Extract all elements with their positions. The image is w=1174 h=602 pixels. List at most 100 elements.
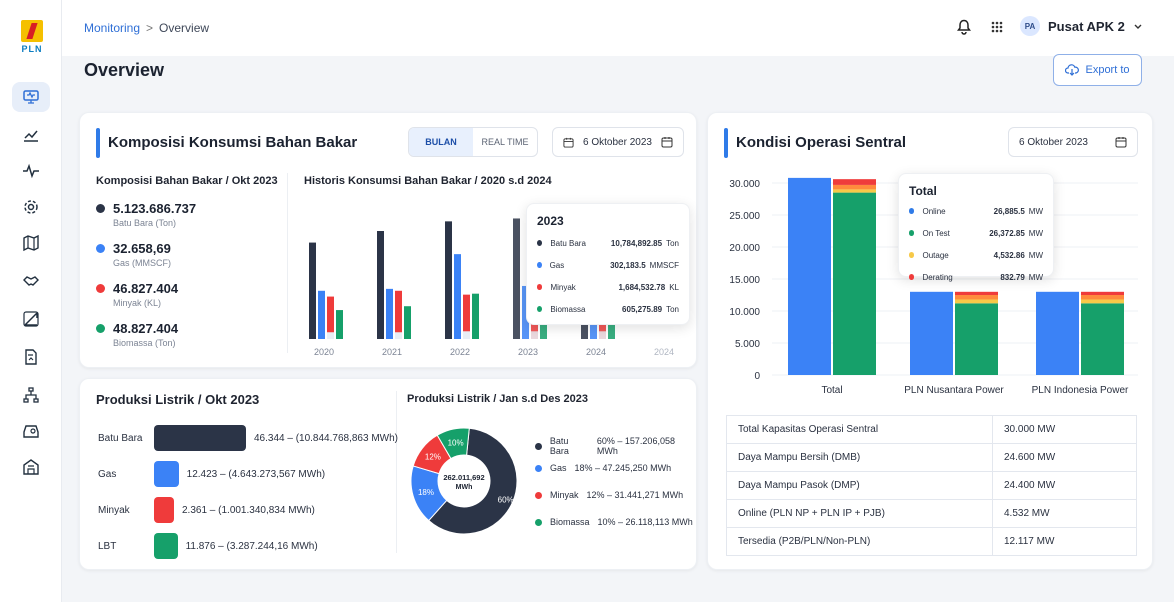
bar-online[interactable] xyxy=(1081,303,1124,375)
y-tick-label: 25.000 xyxy=(729,211,760,222)
bar-outage[interactable] xyxy=(955,295,998,300)
donut-slice-biomassa[interactable] xyxy=(436,427,470,460)
bar-on-test[interactable] xyxy=(1081,299,1124,304)
bar-biomassa[interactable] xyxy=(599,331,606,339)
bar-outage[interactable] xyxy=(833,184,876,190)
sidebar-item-gear[interactable] xyxy=(12,192,50,222)
bar-on-test[interactable] xyxy=(955,299,998,304)
bar-biomassa2[interactable] xyxy=(540,319,547,339)
produksi-bar[interactable] xyxy=(154,533,178,559)
bar-batu-bara[interactable] xyxy=(377,231,384,339)
sidebar-item-report[interactable] xyxy=(12,342,50,372)
y-tick-label: 10.000 xyxy=(729,307,760,318)
donut-legend-item: Batu Bara 60% – 157.206,058 MWh xyxy=(535,436,696,456)
sidebar: PLN xyxy=(0,0,62,602)
produksi-bar-row: LBT 11.876 – (3.287.244,16 MWh) xyxy=(98,533,318,559)
bar-capacity[interactable] xyxy=(1036,291,1079,375)
donut-legend-item: Minyak 12% – 31.441,271 MWh xyxy=(535,490,683,500)
bar-gas[interactable] xyxy=(454,254,461,339)
bar-minyak[interactable] xyxy=(599,314,606,339)
legend-dot xyxy=(96,244,105,253)
produksi-bar-label: Minyak xyxy=(98,504,130,516)
produksi-bar[interactable] xyxy=(154,497,174,523)
bar-biomassa[interactable] xyxy=(395,332,402,339)
legend-dot xyxy=(537,240,543,246)
bar-biomassa[interactable] xyxy=(327,332,334,339)
bar-biomassa2[interactable] xyxy=(336,310,343,339)
cloud-download-icon xyxy=(1065,64,1080,76)
tooltip-row-name: Minyak xyxy=(550,282,576,292)
toggle-bulan[interactable]: BULAN xyxy=(409,128,473,156)
sidebar-item-building[interactable] xyxy=(12,452,50,482)
donut-center-unit: MWh xyxy=(456,484,473,491)
legend-value: 18% – 47.245,250 MWh xyxy=(574,463,672,473)
bar-gas[interactable] xyxy=(386,288,393,339)
table-cell-label: Tersedia (P2B/PLN/Non-PLN) xyxy=(726,527,993,556)
bar-capacity[interactable] xyxy=(788,177,831,375)
legend-dot xyxy=(909,230,915,236)
bar-outage[interactable] xyxy=(1081,295,1124,300)
sidebar-item-hierarchy[interactable] xyxy=(12,380,50,410)
kpi-label: Batu Bara (Ton) xyxy=(113,218,177,228)
sidebar-item-map[interactable] xyxy=(12,228,50,258)
tooltip-row-unit: MW xyxy=(1028,272,1043,282)
bar-derating[interactable] xyxy=(833,179,876,185)
bar-batu-bara[interactable] xyxy=(445,221,452,339)
kondisi-date-picker[interactable]: 6 Oktober 2023 xyxy=(1008,127,1138,157)
bar-online[interactable] xyxy=(955,303,998,375)
bar-derating[interactable] xyxy=(955,291,998,295)
pln-logo[interactable]: PLN xyxy=(20,20,44,54)
bar-biomassa[interactable] xyxy=(531,331,538,339)
bar-biomassa2[interactable] xyxy=(404,306,411,339)
apps-grid-icon[interactable] xyxy=(988,18,1006,36)
tooltip-row-value: 26,885.5 xyxy=(993,206,1025,216)
produksi-right-title: Produksi Listrik / Jan s.d Des 2023 xyxy=(407,393,588,405)
user-name: Pusat APK 2 xyxy=(1048,18,1125,34)
bar-biomassa2[interactable] xyxy=(472,293,479,339)
komposisi-date-picker[interactable]: 6 Oktober 2023 xyxy=(552,127,684,157)
bar-gas[interactable] xyxy=(522,285,529,339)
donut-legend-item: Gas 18% – 47.245,250 MWh xyxy=(535,463,671,473)
bar-gas[interactable] xyxy=(590,319,597,339)
breadcrumb-monitoring-link[interactable]: Monitoring xyxy=(84,21,141,35)
sidebar-item-handshake[interactable] xyxy=(12,266,50,296)
tooltip-row-name: On Test xyxy=(922,228,950,238)
table-cell-value: 24.600 MW xyxy=(992,443,1137,472)
produksi-bar[interactable] xyxy=(154,461,179,487)
sidebar-item-inbox-search[interactable] xyxy=(12,416,50,446)
tooltip-row: Minyak 1,684,532.78 KL xyxy=(537,276,679,298)
bar-on-test[interactable] xyxy=(833,189,876,193)
user-menu[interactable]: PA Pusat APK 2 xyxy=(1020,16,1143,36)
sidebar-item-trend-chart[interactable] xyxy=(12,120,50,150)
sidebar-item-pulse[interactable] xyxy=(12,156,50,186)
bar-capacity[interactable] xyxy=(910,291,953,375)
map-icon xyxy=(23,234,39,252)
tooltip-row-unit: MMSCF xyxy=(649,260,679,270)
legend-dot xyxy=(537,306,543,312)
tooltip-row: Batu Bara 10,784,892.85 Ton xyxy=(537,232,679,254)
bar-batu-bara[interactable] xyxy=(309,242,316,339)
bar-online[interactable] xyxy=(833,192,876,375)
x-tick-label: Total xyxy=(821,385,842,396)
table-cell-label: Daya Mampu Bersih (DMB) xyxy=(726,443,993,472)
export-button[interactable]: Export to xyxy=(1053,54,1142,86)
bell-icon[interactable] xyxy=(956,19,972,35)
produksi-bar[interactable] xyxy=(154,425,246,451)
bar-batu-bara[interactable] xyxy=(513,218,520,339)
bar-gas[interactable] xyxy=(318,290,325,339)
bar-biomassa[interactable] xyxy=(463,331,470,339)
bar-minyak[interactable] xyxy=(463,294,470,339)
bar-biomassa2[interactable] xyxy=(608,324,615,339)
legend-dot xyxy=(96,324,105,333)
table-cell-value: 4.532 MW xyxy=(992,499,1137,528)
sidebar-item-growth-chart[interactable] xyxy=(12,304,50,334)
bar-minyak[interactable] xyxy=(327,296,334,339)
bar-minyak[interactable] xyxy=(395,290,402,339)
donut-slice-batu-bara[interactable] xyxy=(428,427,518,535)
produksi-card: Produksi Listrik / Okt 2023 Produksi Lis… xyxy=(79,378,697,570)
table-cell-label: Total Kapasitas Operasi Sentral xyxy=(726,415,993,444)
sidebar-item-monitor[interactable] xyxy=(12,82,50,112)
toggle-realtime[interactable]: REAL TIME xyxy=(481,137,529,147)
bar-derating[interactable] xyxy=(1081,291,1124,295)
calendar-icon xyxy=(661,137,673,148)
